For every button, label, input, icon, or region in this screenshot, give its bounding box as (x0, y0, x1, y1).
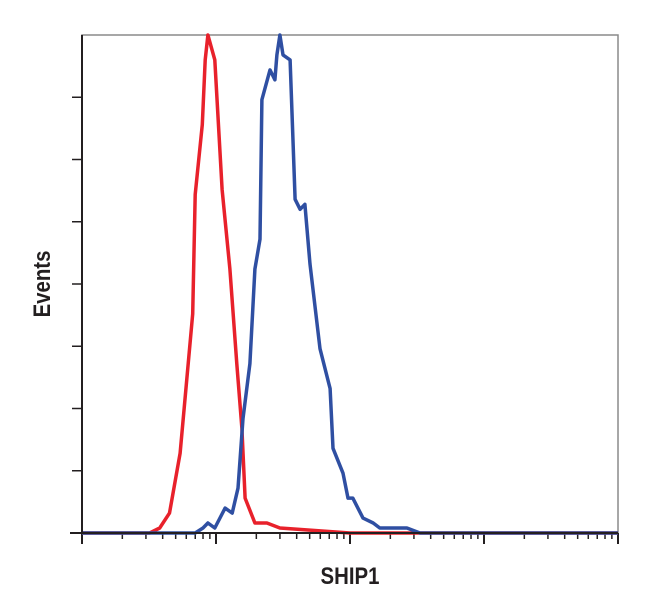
series-line-blue (82, 33, 618, 535)
plot-frame (81, 34, 619, 534)
x-axis-label: SHIP1 (321, 562, 380, 589)
y-axis-label: Events (28, 251, 55, 318)
series-line-red (82, 33, 618, 535)
